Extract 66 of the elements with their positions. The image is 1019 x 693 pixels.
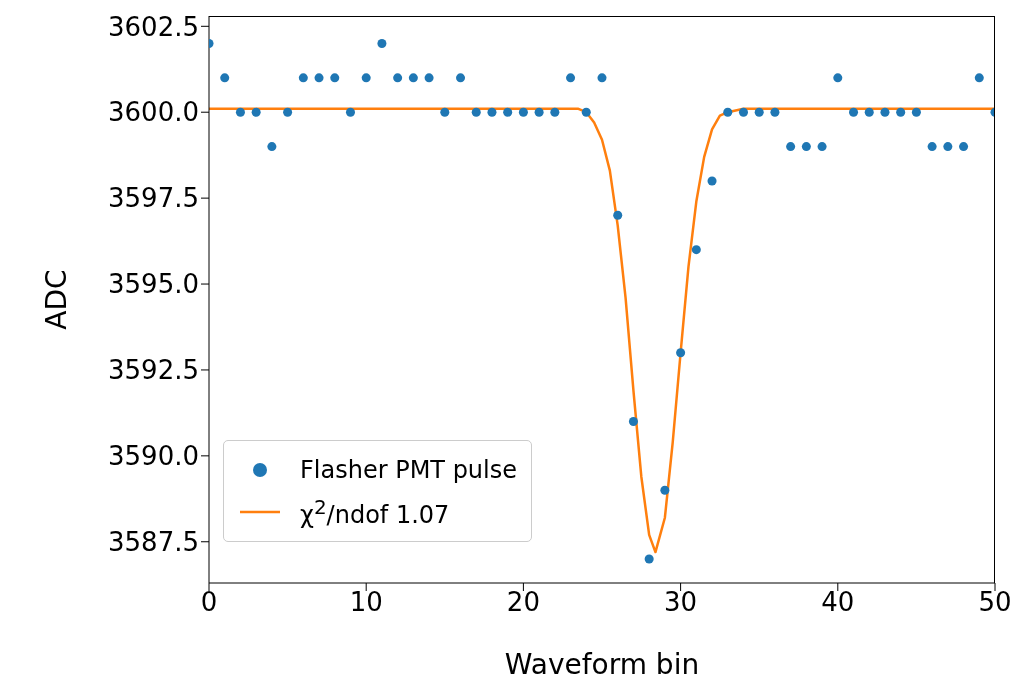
point [235,107,245,117]
point [408,73,418,83]
point [833,73,843,83]
y-tick-label: 3590.0 [108,441,199,472]
point [345,107,355,117]
y-tick-label: 3595.0 [108,269,199,300]
point [424,73,434,83]
point [534,107,544,117]
y-axis-title: ADC [39,269,73,330]
point [503,107,513,117]
point [676,348,686,358]
point [298,73,308,83]
point [801,142,811,152]
point [943,142,953,152]
y-tick-label: 3597.5 [108,183,199,214]
point [377,38,387,48]
point [974,73,984,83]
point [597,73,607,83]
point [691,245,701,255]
point [927,142,937,152]
point [896,107,906,117]
point [251,107,261,117]
point [550,107,560,117]
point [911,107,921,117]
point [487,107,497,117]
point [770,107,780,117]
point [723,107,733,117]
point [628,416,638,426]
point [456,73,466,83]
point [314,73,324,83]
point [220,73,230,83]
y-tick-label: 3587.5 [108,526,199,557]
x-tick-label: 10 [349,587,383,618]
point [613,210,623,220]
point [849,107,859,117]
y-tick-label: 3600.0 [108,97,199,128]
x-tick-label: 0 [200,587,218,618]
x-tick-label: 40 [821,587,855,618]
x-tick-label: 30 [664,587,698,618]
point [880,107,890,117]
y-tick-label: 3602.5 [108,11,199,42]
point [738,107,748,117]
point [817,142,827,152]
point [361,73,371,83]
point [660,485,670,495]
legend-label: χ$^{2}$/ndof 1.07 [300,495,450,529]
point [864,107,874,117]
point [566,73,576,83]
point [267,142,277,152]
point [786,142,796,152]
y-tick-label: 3592.5 [108,355,199,386]
point [283,107,293,117]
x-tick-label: 50 [978,587,1012,618]
point [959,142,969,152]
point [330,73,340,83]
point [581,107,591,117]
point [754,107,764,117]
legend-label: Flasher PMT pulse [300,456,518,484]
point [518,107,528,117]
x-axis-title: Waveform bin [504,648,700,681]
point [393,73,403,83]
point [707,176,717,186]
point [440,107,450,117]
x-tick-label: 20 [506,587,540,618]
point [644,554,654,564]
point [471,107,481,117]
